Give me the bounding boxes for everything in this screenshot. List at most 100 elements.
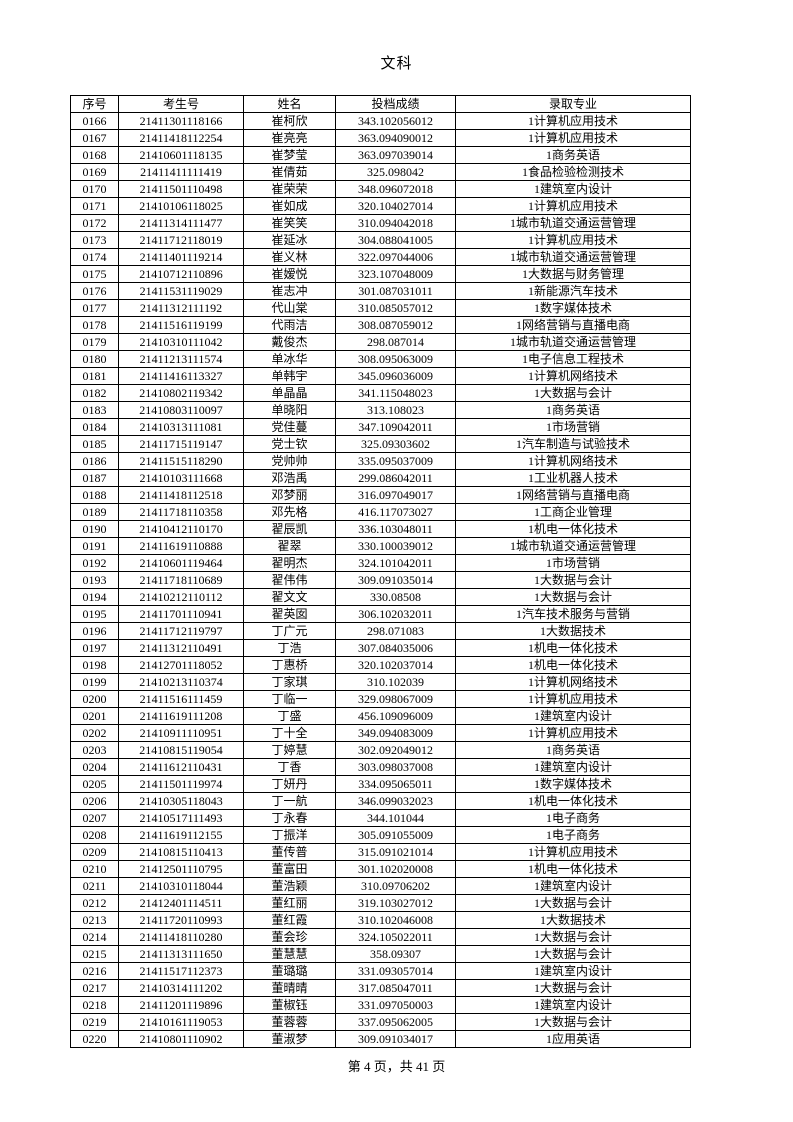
table-cell: 单韩宇 xyxy=(243,367,336,385)
table-cell: 1建筑室内设计 xyxy=(455,962,691,980)
table-cell: 0201 xyxy=(70,707,119,725)
table-cell: 1计算机应用技术 xyxy=(455,690,691,708)
table-cell: 0211 xyxy=(70,877,119,895)
table-cell: 0184 xyxy=(70,418,119,436)
table-cell: 崔倩茹 xyxy=(243,163,336,181)
table-cell: 1大数据与会计 xyxy=(455,1013,691,1031)
table-cell: 337.095062005 xyxy=(335,1013,456,1031)
column-header-2: 姓名 xyxy=(243,95,336,113)
table-cell: 董椒钰 xyxy=(243,996,336,1014)
table-cell: 丁婷慧 xyxy=(243,741,336,759)
table-cell: 0173 xyxy=(70,231,119,249)
table-cell: 崔梦莹 xyxy=(243,146,336,164)
table-cell: 21410305118043 xyxy=(118,792,244,810)
table-cell: 0209 xyxy=(70,843,119,861)
table-cell: 1应用英语 xyxy=(455,1030,691,1048)
table-cell: 21411501119974 xyxy=(118,775,244,793)
table-cell: 丁惠桥 xyxy=(243,656,336,674)
table-cell: 0210 xyxy=(70,860,119,878)
table-cell: 1计算机网络技术 xyxy=(455,452,691,470)
table-cell: 0176 xyxy=(70,282,119,300)
table-cell: 309.091035014 xyxy=(335,571,456,589)
table-cell: 1计算机网络技术 xyxy=(455,367,691,385)
table-cell: 416.117073027 xyxy=(335,503,456,521)
table-row: 0177 21411312111192 代山棠 310.085057012 1数字媒体技… xyxy=(70,299,691,317)
table-cell: 丁十全 xyxy=(243,724,336,742)
table-cell: 324.101042011 xyxy=(335,554,456,572)
table-row: 0179 21410310111042 戴俊杰 298.087014 1城市轨道交通运营… xyxy=(70,333,691,351)
table-cell: 0199 xyxy=(70,673,119,691)
table-cell: 1计算机应用技术 xyxy=(455,724,691,742)
table-row: 0207 21410517111493 丁永春 344.101044 1电子商务 xyxy=(70,809,691,827)
table-row: 0178 21411516119199 代雨洁 308.087059012 1网络营销与… xyxy=(70,316,691,334)
table-row: 0198 21412701118052 丁惠桥 320.102037014 1机电一体化… xyxy=(70,656,691,674)
page-footer: 第 4 页，共 41 页 xyxy=(347,1059,446,1074)
table-cell: 董璐璐 xyxy=(243,962,336,980)
table-cell: 21410213110374 xyxy=(118,673,244,691)
table-cell: 0171 xyxy=(70,197,119,215)
table-cell: 1大数据与财务管理 xyxy=(455,265,691,283)
table-cell: 0188 xyxy=(70,486,119,504)
header-row: 序号 考生号 姓名 投档成绩 录取专业 xyxy=(70,95,691,113)
table-row: 0211 21410310118044 董浩颖 310.09706202 1建筑室内设计 xyxy=(70,877,691,895)
table-cell: 316.097049017 xyxy=(335,486,456,504)
table-cell: 21411701110941 xyxy=(118,605,244,623)
table-cell: 0175 xyxy=(70,265,119,283)
table-row: 0200 21411516111459 丁临一 329.098067009 1计算机应用… xyxy=(70,690,691,708)
table-cell: 董淑梦 xyxy=(243,1030,336,1048)
table-cell: 0177 xyxy=(70,299,119,317)
table-cell: 320.104027014 xyxy=(335,197,456,215)
table-cell: 325.098042 xyxy=(335,163,456,181)
table-cell: 0183 xyxy=(70,401,119,419)
table-cell: 1机电一体化技术 xyxy=(455,520,691,538)
table-cell: 21411501110498 xyxy=(118,180,244,198)
table-cell: 1机电一体化技术 xyxy=(455,639,691,657)
table-cell: 0180 xyxy=(70,350,119,368)
table-cell: 戴俊杰 xyxy=(243,333,336,351)
table-cell: 董会珍 xyxy=(243,928,336,946)
table-cell: 299.086042011 xyxy=(335,469,456,487)
table-cell: 1电子商务 xyxy=(455,809,691,827)
table-cell: 363.097039014 xyxy=(335,146,456,164)
table-cell: 1建筑室内设计 xyxy=(455,180,691,198)
table-cell: 1大数据与会计 xyxy=(455,588,691,606)
table-row: 0166 21411301118166 崔柯欣 343.102056012 1计算机应用… xyxy=(70,112,691,130)
table-cell: 1城市轨道交通运营管理 xyxy=(455,214,691,232)
table-cell: 347.109042011 xyxy=(335,418,456,436)
table-cell: 1数字媒体技术 xyxy=(455,775,691,793)
table-cell: 崔如成 xyxy=(243,197,336,215)
table-cell: 21411516119199 xyxy=(118,316,244,334)
table-cell: 322.097044006 xyxy=(335,248,456,266)
table-cell: 崔笑笑 xyxy=(243,214,336,232)
table-cell: 21410314111202 xyxy=(118,979,244,997)
table-row: 0171 21410106118025 崔如成 320.104027014 1计算机应用… xyxy=(70,197,691,215)
table-cell: 0178 xyxy=(70,316,119,334)
table-cell: 1建筑室内设计 xyxy=(455,758,691,776)
table-cell: 崔延冰 xyxy=(243,231,336,249)
table-cell: 0185 xyxy=(70,435,119,453)
table-cell: 丁盛 xyxy=(243,707,336,725)
table-cell: 0174 xyxy=(70,248,119,266)
table-cell: 0193 xyxy=(70,571,119,589)
table-cell: 21410911110951 xyxy=(118,724,244,742)
table-cell: 1汽车制造与试验技术 xyxy=(455,435,691,453)
table-cell: 21411712118019 xyxy=(118,231,244,249)
table-cell: 1新能源汽车技术 xyxy=(455,282,691,300)
table-cell: 329.098067009 xyxy=(335,690,456,708)
table-cell: 代山棠 xyxy=(243,299,336,317)
table-cell: 0186 xyxy=(70,452,119,470)
table-cell: 21410803110097 xyxy=(118,401,244,419)
table-cell: 1大数据与会计 xyxy=(455,928,691,946)
table-row: 0204 21411612110431 丁香 303.098037008 1建筑室内设计 xyxy=(70,758,691,776)
table-cell: 313.108023 xyxy=(335,401,456,419)
table-cell: 0205 xyxy=(70,775,119,793)
table-cell: 党帅帅 xyxy=(243,452,336,470)
table-cell: 348.096072018 xyxy=(335,180,456,198)
table-cell: 21411715119147 xyxy=(118,435,244,453)
table-cell: 21412401114511 xyxy=(118,894,244,912)
table-cell: 21410712110896 xyxy=(118,265,244,283)
table-row: 0210 21412501110795 董富田 301.102020008 1机电一体化… xyxy=(70,860,691,878)
table-cell: 304.088041005 xyxy=(335,231,456,249)
table-cell: 董浩颖 xyxy=(243,877,336,895)
table-cell: 1市场营销 xyxy=(455,418,691,436)
